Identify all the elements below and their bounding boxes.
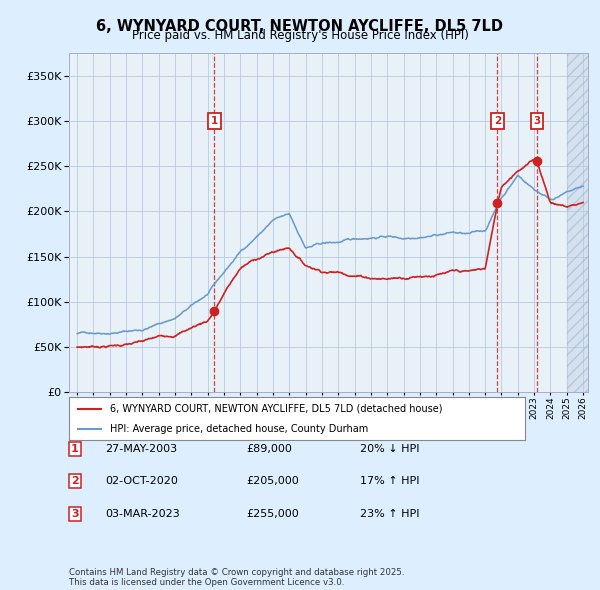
Text: 02-OCT-2020: 02-OCT-2020 [105,476,178,486]
Text: 23% ↑ HPI: 23% ↑ HPI [360,509,419,519]
Text: 2: 2 [494,116,501,126]
Text: 3: 3 [533,116,541,126]
Text: £255,000: £255,000 [246,509,299,519]
Text: 27-MAY-2003: 27-MAY-2003 [105,444,177,454]
Text: 3: 3 [71,509,79,519]
Text: 6, WYNYARD COURT, NEWTON AYCLIFFE, DL5 7LD (detached house): 6, WYNYARD COURT, NEWTON AYCLIFFE, DL5 7… [110,404,443,414]
Text: 6, WYNYARD COURT, NEWTON AYCLIFFE, DL5 7LD: 6, WYNYARD COURT, NEWTON AYCLIFFE, DL5 7… [97,19,503,34]
Text: £205,000: £205,000 [246,476,299,486]
Text: Price paid vs. HM Land Registry's House Price Index (HPI): Price paid vs. HM Land Registry's House … [131,30,469,42]
Text: 1: 1 [71,444,79,454]
Text: Contains HM Land Registry data © Crown copyright and database right 2025.
This d: Contains HM Land Registry data © Crown c… [69,568,404,587]
Text: 03-MAR-2023: 03-MAR-2023 [105,509,180,519]
Text: HPI: Average price, detached house, County Durham: HPI: Average price, detached house, Coun… [110,424,368,434]
Text: 1: 1 [211,116,218,126]
Bar [567,53,588,392]
Text: 2: 2 [71,476,79,486]
Text: £89,000: £89,000 [246,444,292,454]
Text: 17% ↑ HPI: 17% ↑ HPI [360,476,419,486]
Text: 20% ↓ HPI: 20% ↓ HPI [360,444,419,454]
Bar [567,53,588,392]
